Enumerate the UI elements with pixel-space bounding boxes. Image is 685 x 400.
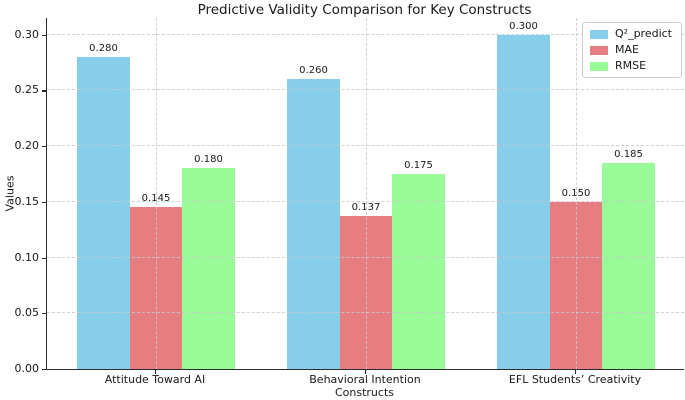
x-tick-label: Behavioral Intention [309, 373, 421, 386]
y-tick-mark [42, 90, 46, 92]
legend-label-q2-predict: Q²_predict [615, 27, 672, 40]
gridline-horizontal [47, 312, 684, 314]
y-tick-mark [42, 313, 46, 315]
legend-item-mae: MAE [590, 44, 672, 56]
legend-label-mae: MAE [615, 43, 639, 56]
legend-item-q2-predict: Q²_predict [590, 28, 672, 40]
x-tick-mark [365, 370, 367, 374]
y-axis-label: Values [3, 175, 17, 212]
bar-rmse-0 [182, 168, 235, 369]
plot-area: Q²_predict MAE RMSE 0.280 0.260 0.300 0.145… [46, 18, 684, 370]
y-tick-mark [42, 369, 46, 371]
legend-label-rmse: RMSE [615, 59, 647, 72]
bar-value-label: 0.175 [404, 160, 433, 171]
y-tick-mark [42, 146, 46, 148]
gridline-vertical [366, 18, 367, 369]
bar-rmse-1 [392, 174, 445, 369]
gridline-vertical [576, 18, 577, 369]
legend: Q²_predict MAE RMSE [582, 22, 682, 78]
bar-value-label: 0.185 [614, 148, 643, 160]
gridline-vertical [156, 18, 157, 369]
y-tick-label: 0.10 [14, 250, 40, 264]
x-tick-mark [575, 370, 577, 374]
bar-q2-predict-2 [497, 34, 550, 369]
y-tick-label: 0.00 [14, 362, 40, 375]
y-tick-mark [42, 257, 46, 259]
bar-value-label: 0.137 [351, 202, 381, 214]
bar-value-label: 0.260 [299, 65, 328, 77]
x-tick-label: EFL Students’ Creativity [508, 373, 642, 386]
y-tick-label: 0.15 [14, 194, 40, 208]
bar-value-label: 0.145 [141, 193, 171, 205]
gridline-horizontal [47, 145, 684, 147]
bar-value-label: 0.280 [89, 43, 118, 54]
y-tick-label: 0.30 [14, 27, 40, 41]
bar-value-label: 0.300 [509, 20, 538, 32]
y-tick-mark [42, 201, 46, 204]
legend-swatch-rmse [590, 61, 608, 71]
x-tick-mark [155, 370, 157, 374]
gridline-horizontal [47, 256, 684, 258]
y-tick-mark [42, 34, 46, 36]
bar-q2-predict-0 [77, 57, 130, 369]
bar-q2-predict-1 [287, 79, 340, 369]
y-tick-label: 0.25 [14, 83, 40, 97]
bar-value-label: 0.180 [194, 154, 223, 166]
legend-swatch-q2-predict [590, 29, 608, 39]
bar-value-label: 0.150 [561, 187, 591, 199]
chart-title: Predictive Validity Comparison for Key C… [197, 2, 532, 18]
x-tick-label: Attitude Toward AI [104, 373, 206, 386]
gridline-horizontal [47, 200, 684, 202]
x-axis-label: Constructs [334, 386, 394, 399]
bar-rmse-2 [602, 162, 655, 369]
legend-item-rmse: RMSE [590, 60, 672, 72]
y-tick-label: 0.20 [14, 139, 40, 153]
y-tick-label: 0.05 [14, 306, 40, 320]
gridline-horizontal [47, 33, 684, 35]
legend-swatch-mae [590, 45, 608, 55]
gridline-horizontal [47, 89, 684, 91]
